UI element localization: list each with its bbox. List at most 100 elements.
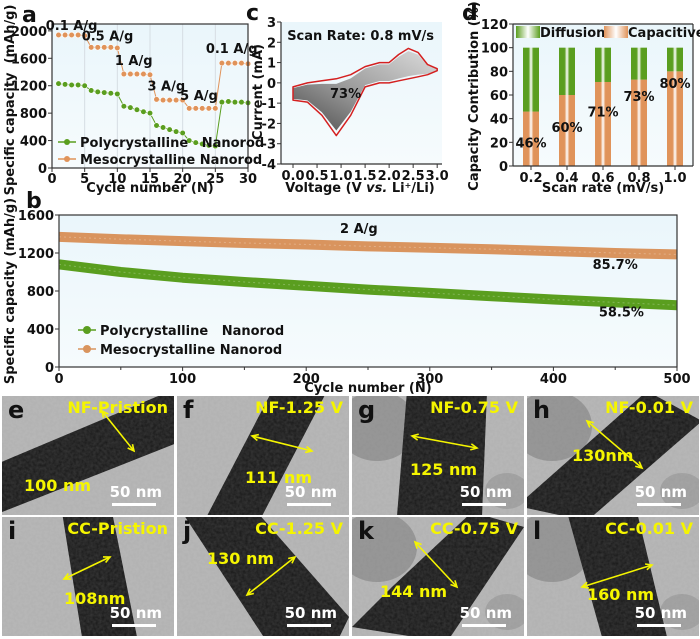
data-point-a-1	[114, 44, 121, 52]
data-point-a-0	[81, 82, 88, 89]
cv-capacitive-percent: 73%	[330, 87, 361, 102]
tem-panel-f: f NF-1.25 V 111 nm 50 nm	[177, 396, 349, 515]
panel-label-k: k	[358, 517, 374, 545]
arrowhead	[580, 581, 590, 589]
tem-condition-label: CC-Pristion	[67, 519, 168, 538]
data-point-a-0	[225, 98, 232, 105]
tem-grain	[2, 396, 174, 515]
tem-condition-label: CC-0.75 V	[430, 519, 518, 538]
data-point-a-1	[107, 44, 114, 51]
tem-grain	[177, 396, 349, 515]
diameter-measurement: 100 nm	[24, 476, 92, 495]
x-tick-label-c: 3.0	[426, 169, 449, 184]
data-point-a-0	[146, 110, 154, 117]
x-tick-label-b: 0	[54, 372, 63, 387]
scale-bar-label: 50 nm	[634, 604, 687, 622]
legend-marker-polycrystalline	[64, 139, 70, 145]
tem-panel-e: e NF-Pristion 100 nm 50 nm	[2, 396, 174, 515]
legend-d: Diffusion Capacitive	[516, 26, 700, 41]
rate-annotation: 1 A/g	[115, 54, 153, 69]
panel-label-h: h	[533, 396, 551, 424]
tem-grain	[527, 396, 699, 515]
x-tick-label-c: 1.0	[330, 169, 353, 184]
panel-d-capacity-contribution: d 0.2 0.4 0.6 0.8 1.0 0 20 40 60 80 100 120 Diffusi…	[462, 1, 700, 196]
data-point-a-0	[192, 139, 199, 146]
x-tick-label-d: 0.4	[555, 171, 578, 186]
legend-label-mesocrystalline: Mesocrystalline Nanorod	[80, 153, 262, 168]
series-markers-b-1	[58, 236, 678, 255]
tem-panel-k: k CC-0.75 V 144 nm 50 nm	[352, 517, 524, 636]
data-point-a-1	[68, 31, 75, 39]
arrowhead	[245, 588, 255, 597]
panel-c-cv-curve: c 0.0 0.5 1.0 1.5 2.0 2.5 3.0 -4 -3 -2 -1 0 1 2 3 Scan…	[246, 1, 449, 196]
panel-a-rate-capability: a 0 5 10 15 20 25 30 0 400 800 1200 1600 2000 0.1 A/…	[3, 3, 264, 196]
legend-swatch-capacitive	[604, 26, 628, 38]
x-axis-label-c: Voltage (V vs. Li+/Li)	[285, 181, 434, 197]
data-point-a-1	[205, 105, 212, 112]
retention-label: 85.7%	[593, 258, 638, 273]
y-tick-label-d: 20	[490, 136, 508, 151]
legend-marker-polycrystalline-b	[83, 326, 91, 334]
data-point-a-1	[225, 59, 232, 67]
data-point-a-1	[186, 105, 193, 112]
data-point-a-1	[133, 70, 141, 78]
diameter-measurement: 111 nm	[245, 468, 313, 487]
panel-label-l: l	[533, 517, 542, 545]
x-tick-label-b: 400	[540, 372, 567, 387]
x-tick-label-d: 0.2	[519, 171, 542, 186]
bar-capacitive	[667, 71, 683, 166]
arrowhead	[102, 556, 112, 563]
arrowhead	[410, 433, 419, 441]
cv-curve	[292, 47, 438, 137]
scale-bar-label: 50 nm	[284, 604, 337, 622]
tem-condition-label: NF-0.75 V	[430, 398, 518, 417]
arrowhead	[100, 409, 109, 419]
bar-capacitive	[631, 79, 647, 166]
diameter-measurement: 160 nm	[587, 585, 655, 604]
arrowhead	[470, 443, 479, 451]
data-point-a-0	[75, 81, 82, 89]
data-point-a-1	[166, 97, 173, 104]
x-tick-label-d: 0.6	[591, 171, 614, 186]
x-tick-label-d: 0.8	[627, 171, 650, 186]
bar-percent-label: 71%	[587, 106, 618, 121]
data-point-a-1	[179, 97, 186, 104]
y-tick-label-a: 0	[38, 162, 47, 177]
x-tick-label-a: 15	[141, 172, 159, 187]
bar-diffusion	[667, 47, 683, 72]
y-tick-label-b: 800	[27, 285, 54, 300]
tem-micrograph	[2, 396, 174, 515]
tem-panel-j: j CC-1.25 V 130 nm 50 nm	[177, 517, 349, 636]
x-axis-label-b: Cycle number (N)	[304, 381, 431, 395]
measurement-arrow	[246, 556, 296, 596]
bar-diffusion	[631, 47, 647, 80]
x-tick-label-a: 5	[80, 172, 89, 187]
retention-label: 58.5%	[599, 306, 644, 321]
tem-panel-l: l CC-0.01 V 160 nm 50 nm	[527, 517, 699, 636]
data-point-a-1	[75, 31, 82, 39]
scale-bar	[112, 503, 156, 506]
panel-label-c: c	[246, 1, 259, 26]
tem-grain	[352, 396, 524, 515]
data-point-a-0	[186, 137, 193, 144]
measurement-arrow	[251, 435, 313, 452]
scan-rate-label: Scan Rate: 0.8 mV/s	[287, 29, 434, 44]
x-tick-label-c: 2.5	[402, 169, 425, 184]
tem-condition-label: NF-Pristion	[67, 398, 168, 417]
scale-bar	[112, 624, 156, 627]
bar-percent-label: 80%	[659, 77, 690, 92]
measurement-arrow	[101, 410, 135, 452]
arrowhead	[413, 540, 422, 549]
y-tick-label-c: 3	[267, 16, 276, 31]
x-tick-label-a: 0	[47, 172, 56, 187]
tem-micrograph	[352, 517, 524, 636]
data-point-a-0	[55, 80, 62, 87]
diameter-measurement: 130 nm	[207, 549, 275, 568]
diameter-measurement: 125 nm	[410, 460, 478, 479]
data-point-a-0	[101, 89, 108, 96]
data-point-a-1	[231, 59, 239, 67]
arrowhead	[644, 563, 654, 571]
x-tick-label-a: 10	[108, 172, 126, 187]
scale-bar	[287, 503, 331, 506]
legend-marker-mesocrystalline	[64, 156, 70, 162]
